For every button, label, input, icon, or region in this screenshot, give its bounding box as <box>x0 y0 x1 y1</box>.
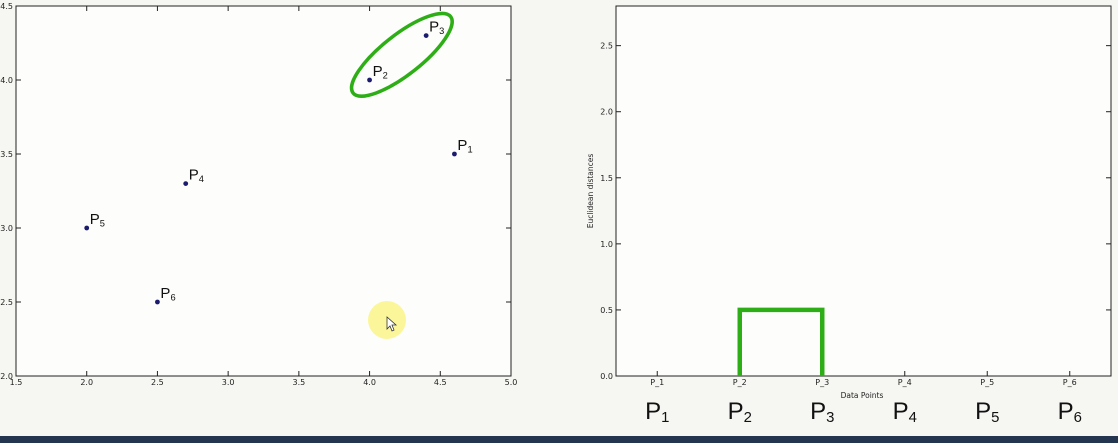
large-point-labels: P1 P2 P3 P4 P5 P6 <box>645 398 1082 426</box>
x-tick-label: 4.5 <box>434 378 447 387</box>
x-tick-label: 3.0 <box>222 378 235 387</box>
x-tick-label: 4.0 <box>363 378 376 387</box>
point-label: P2 <box>373 63 388 80</box>
y-tick-label: 2.0 <box>0 372 13 381</box>
dendrogram-axes: 0.0 0.5 1.0 1.5 2.0 2.5 P_1 P_2 P_3 P_4 P_5 P_6 <box>600 42 1111 387</box>
mouse-cursor <box>368 301 406 339</box>
x-tick-label: 1.5 <box>10 378 23 387</box>
dendrogram-plot: 0.0 0.5 1.0 1.5 2.0 2.5 P_1 P_2 P_3 P_4 P_5 P_6 Euc… <box>586 5 1112 426</box>
big-point-label: P1 <box>645 398 669 426</box>
dendrogram-link <box>737 307 825 376</box>
big-point-label: P5 <box>975 398 999 426</box>
y-tick-label: 3.0 <box>0 224 13 233</box>
x-tick-label: P_1 <box>650 378 664 387</box>
data-point <box>423 33 429 38</box>
scatter-plot-area <box>15 5 512 377</box>
big-point-label: P2 <box>728 398 752 426</box>
x-tick-label: 5.0 <box>505 378 518 387</box>
y-tick-label: 0.0 <box>600 372 613 381</box>
x-tick-label: P_3 <box>815 378 829 387</box>
point-label: P5 <box>90 211 105 228</box>
x-tick-label: P_4 <box>898 378 912 387</box>
y-tick-label: 0.5 <box>600 306 613 315</box>
big-point-label: P4 <box>893 398 917 426</box>
point-label: P3 <box>429 19 444 36</box>
cursor-arrow-icon <box>386 316 398 332</box>
x-tick-label: P_2 <box>733 378 747 387</box>
cluster-ellipse <box>349 11 454 98</box>
point-label: P1 <box>457 137 472 154</box>
dendrogram-plot-area <box>615 5 1112 377</box>
point-label: P6 <box>160 285 175 302</box>
data-point <box>367 77 372 83</box>
data-point <box>452 151 457 157</box>
x-tick-label: 2.0 <box>80 378 93 387</box>
data-point <box>183 181 189 187</box>
data-point <box>155 299 160 305</box>
data-point <box>84 225 90 231</box>
y-tick-label: 4.0 <box>0 76 13 85</box>
big-point-label: P3 <box>810 398 834 426</box>
point-label: P4 <box>189 167 204 184</box>
dendrogram-links <box>737 307 825 376</box>
big-point-label: P6 <box>1058 398 1082 426</box>
x-tick-label: P_6 <box>1063 378 1077 387</box>
x-tick-label: 2.5 <box>151 378 164 387</box>
x-axis-title: Data Points <box>841 391 884 400</box>
y-tick-label: 2.5 <box>0 298 13 307</box>
bottom-bar <box>0 436 1118 443</box>
y-tick-label: 1.5 <box>600 174 613 183</box>
y-tick-label: 2.0 <box>600 108 613 117</box>
x-tick-label: 3.5 <box>292 378 305 387</box>
scatter-axes: 1.5 2.0 2.5 3.0 3.5 4.0 4.5 5.02.02.53.03.54.04… <box>0 2 517 387</box>
y-tick-label: 1.0 <box>600 240 613 249</box>
y-tick-label: 4.5 <box>0 2 13 11</box>
scatter-plot: 1.5 2.0 2.5 3.0 3.5 4.0 4.5 5.02.02.53.03.54.04… <box>0 2 517 387</box>
y-tick-label: 3.5 <box>0 150 13 159</box>
y-tick-label: 2.5 <box>600 42 613 51</box>
x-tick-label: P_5 <box>980 378 994 387</box>
scatter-points: P1 P2 P3 P4 P5 P6 <box>84 19 473 305</box>
y-axis-title: Euclidean distances <box>586 154 595 229</box>
cluster-highlight <box>349 11 454 98</box>
